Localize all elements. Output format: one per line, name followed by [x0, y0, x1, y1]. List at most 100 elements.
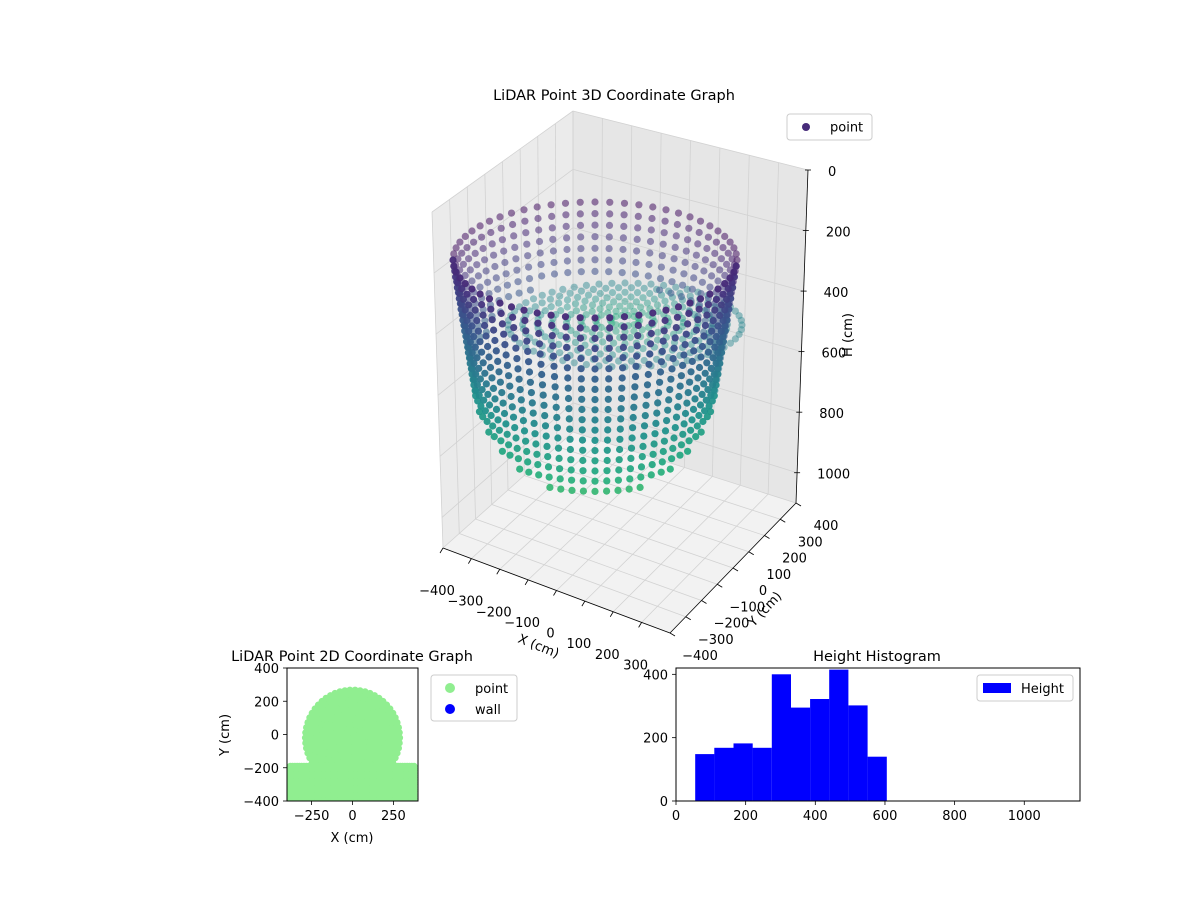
point-3d [626, 302, 634, 310]
point-3d [615, 284, 623, 292]
y-tick-label-hist: 200 [643, 732, 668, 747]
point-3d [459, 260, 467, 268]
point-3d [591, 210, 599, 218]
point-3d [507, 392, 515, 401]
point-3d [563, 343, 571, 351]
point-3d [574, 293, 582, 301]
point-3d [603, 467, 611, 475]
point-3d [605, 303, 614, 311]
point-3d [670, 434, 678, 442]
x-tick-label-3d: 100 [566, 637, 591, 652]
point-3d [485, 290, 493, 298]
point-3d [617, 394, 626, 403]
point-3d [690, 274, 698, 282]
y-tick-label-2d: −200 [243, 762, 279, 777]
x-tick-label-3d: 0 [546, 627, 554, 642]
point-3d [591, 385, 599, 393]
y-tick-label-2d: 200 [254, 695, 279, 710]
point-3d [687, 426, 695, 434]
z-tick-label-3d: 800 [819, 407, 844, 422]
point-3d [554, 434, 562, 442]
point-3d [582, 281, 591, 289]
point-3d [665, 396, 673, 404]
point-3d [525, 263, 533, 271]
point-3d [717, 327, 725, 335]
point-3d [620, 323, 628, 331]
point-3d [633, 289, 642, 297]
point-3d [596, 331, 604, 339]
point-3d [479, 413, 487, 421]
point-3d [468, 322, 476, 330]
point-3d [701, 321, 710, 330]
point-3d [621, 288, 629, 296]
point-3d [596, 289, 604, 298]
point-3d [476, 222, 484, 230]
point-3d [709, 261, 717, 269]
point-3d [564, 269, 572, 277]
point-3d [711, 306, 719, 314]
y-tick-label-2d: −400 [243, 795, 279, 810]
point-3d [577, 365, 585, 373]
point-3d [599, 299, 607, 307]
point-3d [561, 199, 570, 207]
point-3d [533, 203, 541, 211]
point-3d [709, 381, 717, 389]
point-3d [492, 405, 501, 413]
x-tick-3d [468, 558, 472, 564]
point-3d [633, 235, 641, 243]
point-3d [685, 224, 693, 232]
point-3d [700, 332, 708, 340]
point-3d [591, 244, 599, 252]
point-3d [491, 336, 499, 345]
point-3d [640, 432, 648, 440]
point-3d [648, 214, 656, 223]
point-3d [476, 290, 484, 298]
point-3d [663, 417, 671, 425]
point-3d [582, 361, 591, 369]
point-3d [669, 266, 677, 274]
point-3d [674, 209, 683, 217]
x-tick-3d [524, 579, 529, 586]
point-3d [659, 337, 667, 345]
point-3d [680, 270, 688, 278]
point-3d [696, 295, 705, 303]
point-3d [620, 333, 628, 341]
point-3d [668, 365, 676, 373]
point-3d [498, 389, 506, 397]
point-3d [731, 335, 740, 343]
point-3d [605, 245, 613, 253]
point-3d [547, 311, 555, 319]
point-3d [662, 206, 670, 214]
x-tick-label-3d: 200 [595, 648, 620, 663]
point-3d [619, 354, 627, 362]
point-3d [735, 330, 743, 338]
legend-3d: point [786, 113, 873, 141]
point-2d [351, 686, 359, 694]
point-3d [491, 395, 499, 403]
point-3d [481, 321, 489, 330]
point-3d [626, 465, 635, 473]
histogram-bar [829, 669, 849, 801]
point-3d [576, 334, 585, 342]
point-3d [549, 352, 558, 360]
point-3d [627, 454, 635, 462]
x-tick-label-hist: 400 [803, 809, 828, 824]
point-3d [535, 237, 544, 246]
point-3d [470, 359, 478, 367]
point-3d [712, 375, 720, 384]
point-3d [588, 301, 597, 309]
point-3d [564, 394, 573, 403]
point-3d [694, 240, 702, 248]
point-3d [522, 327, 530, 335]
point-3d [714, 277, 722, 285]
point-3d [632, 362, 640, 370]
point-3d [634, 332, 642, 340]
point-3d [693, 422, 701, 430]
point-3d [666, 386, 674, 394]
point-3d [700, 267, 708, 275]
point-3d [639, 442, 647, 450]
point-3d [529, 347, 538, 355]
point-3d [619, 257, 627, 265]
point-3d [666, 465, 674, 473]
point-2d [395, 744, 402, 752]
